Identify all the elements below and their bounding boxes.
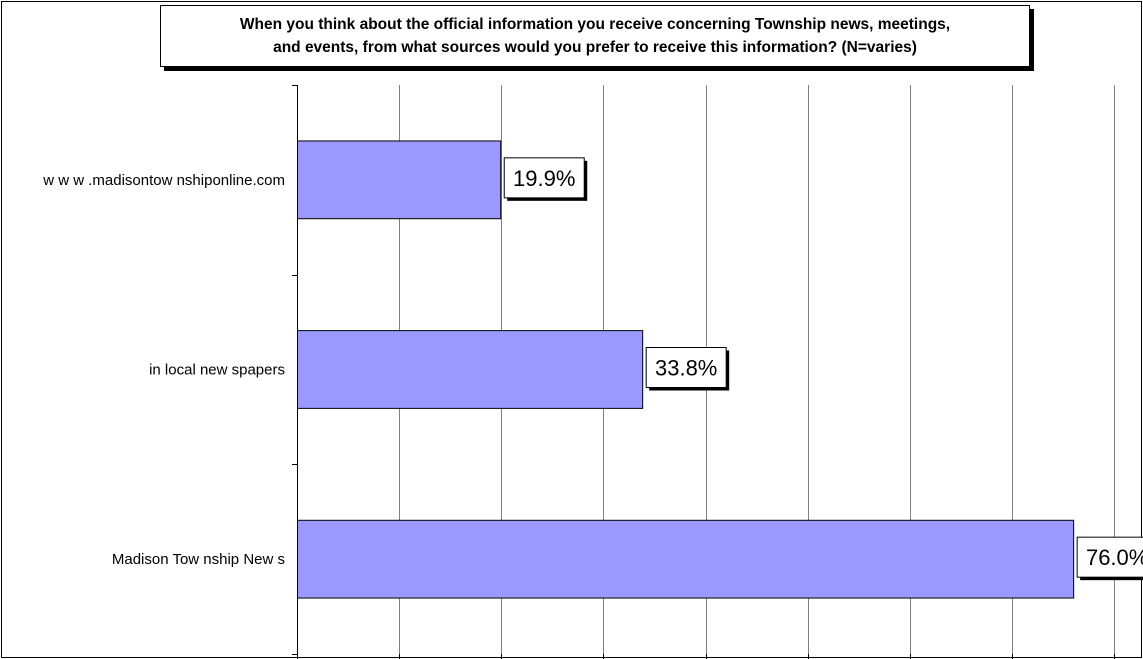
bars bbox=[297, 140, 1075, 599]
bar bbox=[297, 140, 502, 220]
data-label: 33.8% bbox=[655, 356, 717, 381]
data-label: 76.0% bbox=[1086, 545, 1143, 570]
category-label: in local new spapers bbox=[149, 362, 285, 379]
labels: 0.0%10.0%20.0%30.0%40.0%50.0%60.0%70.0%8… bbox=[42, 157, 1143, 581]
data-label-box bbox=[1076, 536, 1143, 578]
chart-title: When you think about the official inform… bbox=[239, 16, 951, 56]
axes bbox=[292, 85, 1115, 659]
data-label-box bbox=[645, 347, 727, 388]
bar bbox=[297, 330, 644, 409]
category-label: Madison Tow nship New s bbox=[112, 551, 285, 568]
data-label: 19.9% bbox=[513, 166, 575, 191]
category-label: w w w .madisontow nshiponline.com bbox=[42, 172, 285, 189]
chart-title-box: When you think about the official inform… bbox=[160, 5, 1030, 67]
bar bbox=[297, 519, 1075, 599]
data-label-box bbox=[503, 157, 585, 199]
